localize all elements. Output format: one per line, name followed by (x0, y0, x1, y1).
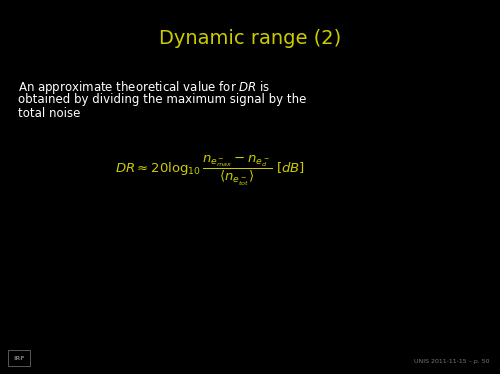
Text: UNIS 2011-11-15 – p. 50: UNIS 2011-11-15 – p. 50 (414, 359, 490, 364)
Text: $DR \approx 20\log_{10}\dfrac{n_{e^-_{max}} - n_{e^-_d}}{\langle n_{e^-_{tot}} \: $DR \approx 20\log_{10}\dfrac{n_{e^-_{ma… (115, 154, 305, 188)
Text: total noise: total noise (18, 107, 80, 120)
Text: obtained by dividing the maximum signal by the: obtained by dividing the maximum signal … (18, 93, 306, 106)
Text: Dynamic range (2): Dynamic range (2) (159, 29, 341, 48)
Text: IRF: IRF (13, 356, 25, 361)
Text: An approximate theoretical value for $DR$ is: An approximate theoretical value for $DR… (18, 79, 270, 96)
